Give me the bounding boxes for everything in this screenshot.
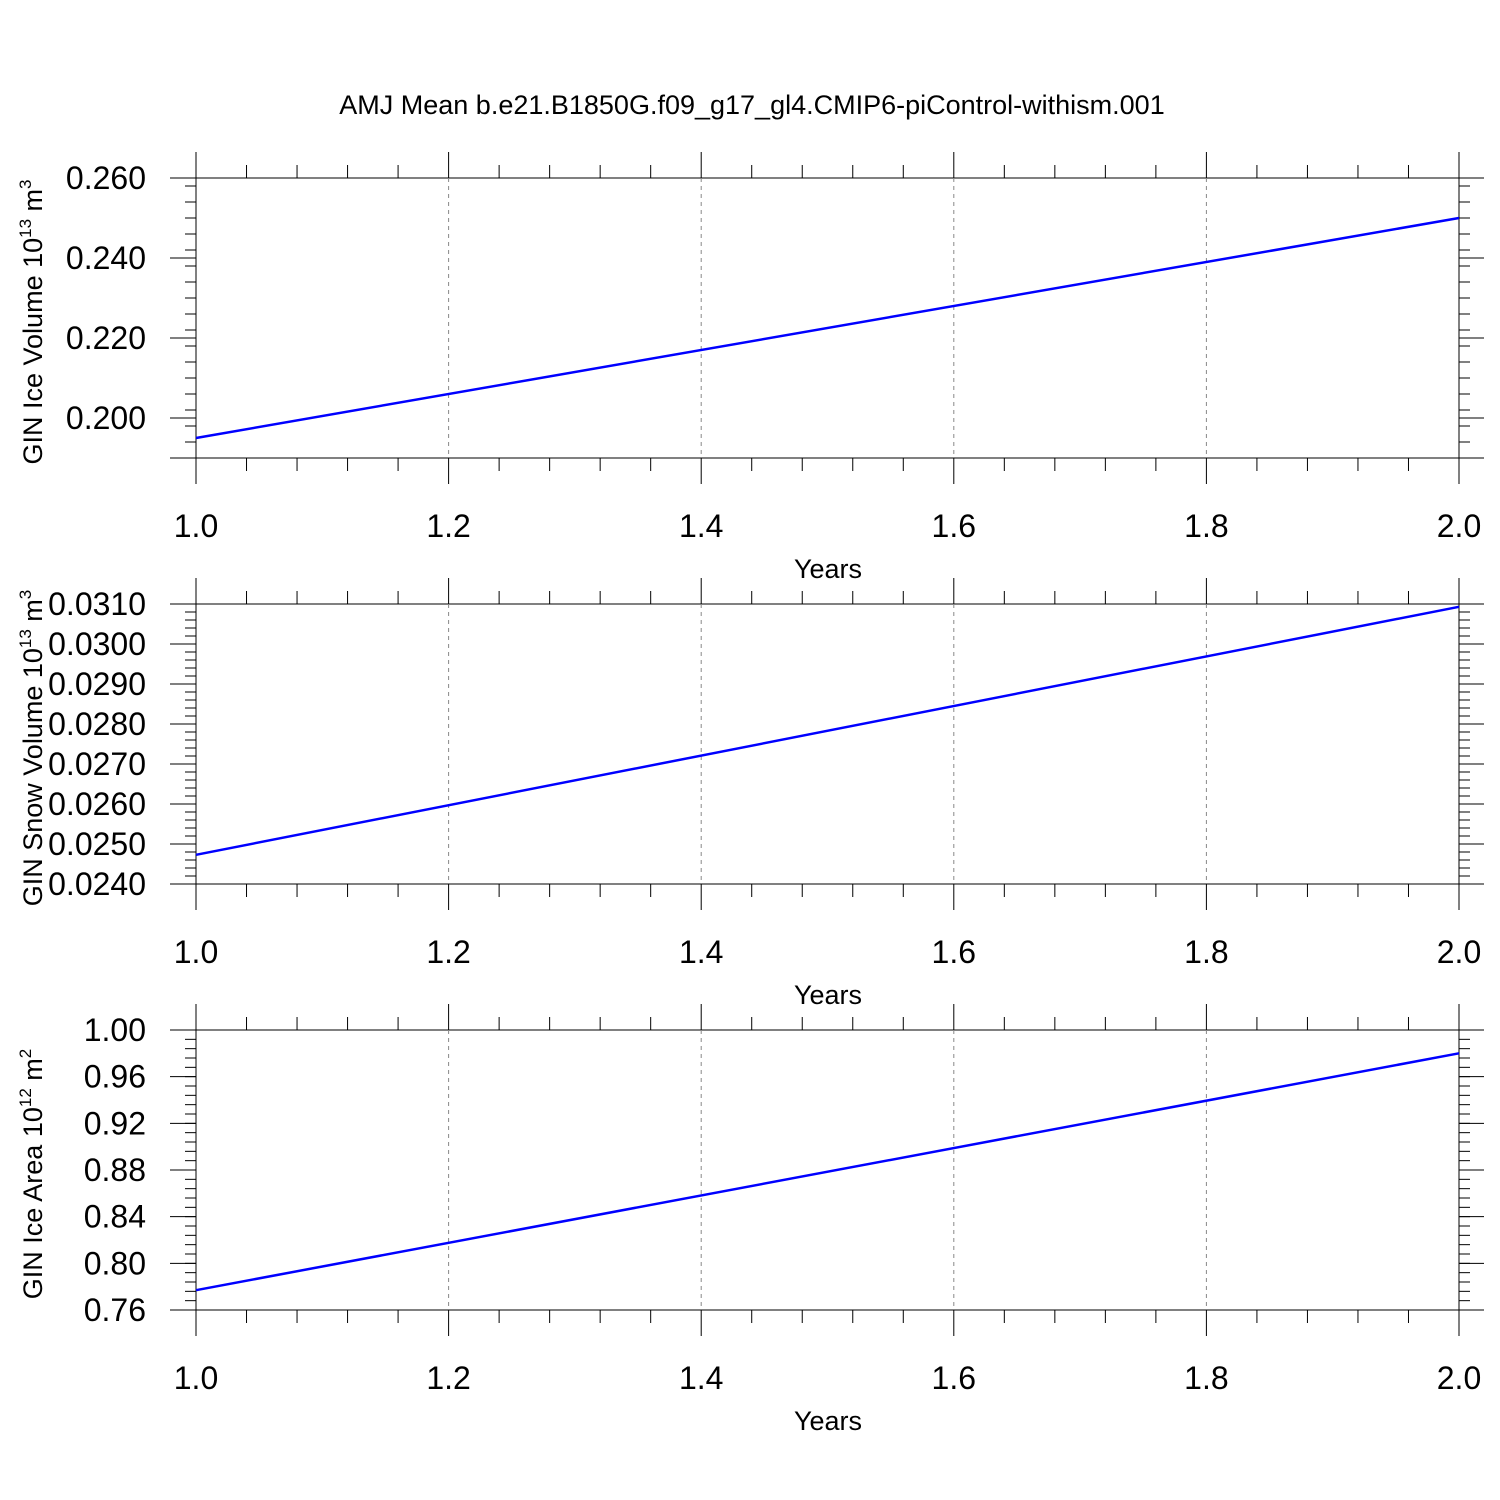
x-axis-label: Years bbox=[794, 554, 862, 584]
y-tick-label: 0.0250 bbox=[48, 826, 146, 862]
y-tick-label: 0.88 bbox=[84, 1152, 146, 1188]
x-tick-label: 1.0 bbox=[174, 1360, 218, 1396]
y-axis-label-unit-exp: 3 bbox=[16, 590, 35, 599]
x-tick-label: 1.0 bbox=[174, 508, 218, 544]
x-tick-label: 2.0 bbox=[1437, 1360, 1481, 1396]
x-tick-label: 2.0 bbox=[1437, 934, 1481, 970]
y-axis-label-exp: 13 bbox=[16, 219, 35, 238]
x-tick-label: 1.8 bbox=[1184, 934, 1228, 970]
series-line bbox=[195, 216, 1460, 440]
y-tick-label: 0.92 bbox=[84, 1105, 146, 1141]
x-tick-label: 1.6 bbox=[932, 508, 976, 544]
x-axis-label: Years bbox=[794, 980, 862, 1010]
y-tick-label: 0.0260 bbox=[48, 786, 146, 822]
y-tick-label: 0.0300 bbox=[48, 626, 146, 662]
y-tick-label: 0.84 bbox=[84, 1199, 146, 1235]
x-tick-label: 1.4 bbox=[679, 508, 723, 544]
y-tick-label: 0.220 bbox=[66, 320, 146, 356]
y-axis-label-unit: m bbox=[18, 1058, 48, 1088]
y-axis-label-unit: m bbox=[18, 189, 48, 219]
x-tick-label: 1.0 bbox=[174, 934, 218, 970]
y-axis-label-exp: 12 bbox=[16, 1088, 35, 1107]
y-axis-label-unit: m bbox=[18, 599, 48, 629]
y-axis-label-exp: 13 bbox=[16, 629, 35, 648]
chart-panel-3: 1.0 1.2 1.4 1.6 1.8 2.0 1.00 0.96 0.92 0.88 0.84 0.… bbox=[16, 1004, 1484, 1436]
y-tick-label: 0.76 bbox=[84, 1292, 146, 1328]
y-axis-label: GIN Snow Volume 1013 m3 bbox=[16, 590, 48, 907]
x-tick-label: 1.8 bbox=[1184, 508, 1228, 544]
series-line bbox=[195, 1052, 1460, 1292]
series-line bbox=[195, 605, 1460, 857]
y-axis-label-text: GIN Snow Volume 10 bbox=[18, 648, 48, 906]
y-axis-label-unit-exp: 3 bbox=[16, 179, 35, 188]
x-tick-label: 1.2 bbox=[426, 1360, 470, 1396]
x-tick-label: 1.4 bbox=[679, 1360, 723, 1396]
y-tick-label: 0.200 bbox=[66, 400, 146, 436]
figure-title: AMJ Mean b.e21.B1850G.f09_g17_gl4.CMIP6-… bbox=[339, 90, 1164, 120]
y-axis-label-unit-exp: 2 bbox=[16, 1049, 35, 1058]
y-tick-label: 0.240 bbox=[66, 240, 146, 276]
x-tick-label: 1.4 bbox=[679, 934, 723, 970]
y-tick-label: 0.0270 bbox=[48, 746, 146, 782]
y-tick-label: 0.0310 bbox=[48, 586, 146, 622]
y-tick-label: 0.260 bbox=[66, 160, 146, 196]
x-tick-label: 1.2 bbox=[426, 934, 470, 970]
chart-panel-1: 1.0 1.2 1.4 1.6 1.8 2.0 0.260 0.240 0.220 0.200 Ye… bbox=[16, 152, 1484, 584]
x-tick-label: 1.8 bbox=[1184, 1360, 1228, 1396]
panels: 1.0 1.2 1.4 1.6 1.8 2.0 0.260 0.240 0.220 0.200 Ye… bbox=[16, 152, 1484, 1436]
chart-panel-2: 1.0 1.2 1.4 1.6 1.8 2.0 0.0310 0.0300 0.0290 0.02… bbox=[16, 578, 1484, 1010]
y-axis-label: GIN Ice Volume 1013 m3 bbox=[16, 179, 48, 464]
x-axis-label: Years bbox=[794, 1406, 862, 1436]
y-tick-label: 0.0280 bbox=[48, 706, 146, 742]
y-tick-label: 0.96 bbox=[84, 1059, 146, 1095]
y-tick-label: 0.0240 bbox=[48, 866, 146, 902]
x-tick-label: 2.0 bbox=[1437, 508, 1481, 544]
y-axis-label-text: GIN Ice Volume 10 bbox=[18, 238, 48, 465]
y-tick-label: 1.00 bbox=[84, 1012, 146, 1048]
y-tick-label: 0.80 bbox=[84, 1245, 146, 1281]
x-tick-label: 1.6 bbox=[932, 1360, 976, 1396]
y-axis-label: GIN Ice Area 1012 m2 bbox=[16, 1049, 48, 1300]
x-tick-label: 1.2 bbox=[426, 508, 470, 544]
y-axis-label-text: GIN Ice Area 10 bbox=[18, 1107, 48, 1299]
x-tick-label: 1.6 bbox=[932, 934, 976, 970]
y-tick-label: 0.0290 bbox=[48, 666, 146, 702]
